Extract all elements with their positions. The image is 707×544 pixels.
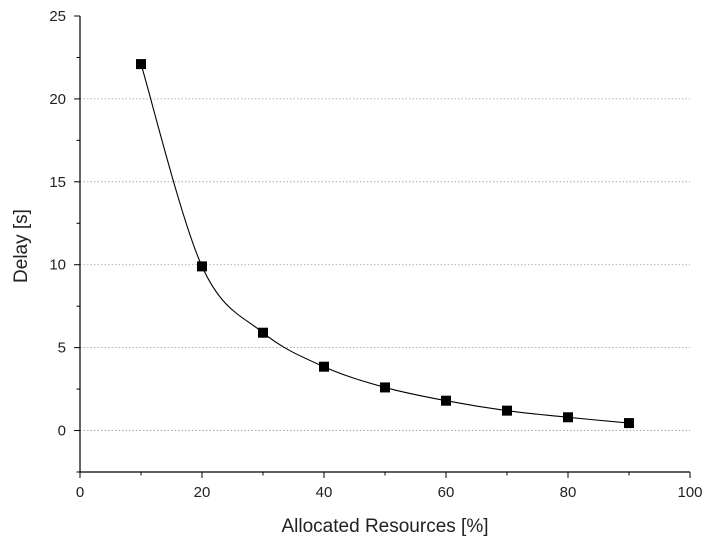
x-tick-label-40: 40 [316, 484, 333, 501]
y-tick-label-20: 20 [49, 91, 66, 108]
y-tick-label-25: 25 [49, 8, 66, 25]
tick-marks [74, 15, 691, 478]
data-point-30 [258, 327, 268, 338]
y-tick-label-10: 10 [49, 257, 66, 274]
y-tick-label-15: 15 [49, 174, 66, 191]
x-tick-label-100: 100 [677, 484, 702, 501]
data-point-60 [441, 395, 451, 406]
data-point-70 [502, 405, 512, 416]
y-tick-label-5: 5 [58, 340, 66, 357]
x-tick-labels: 0 20 40 60 80 100 [76, 484, 703, 501]
x-tick-label-80: 80 [560, 484, 577, 501]
data-point-90 [624, 418, 634, 429]
y-tick-label-0: 0 [58, 423, 66, 440]
data-point-80 [563, 412, 573, 423]
grid-lines [80, 98, 690, 431]
x-tick-label-0: 0 [76, 484, 84, 501]
fit-curve [140, 63, 630, 424]
data-points [136, 59, 634, 429]
fit-curve-layer [140, 63, 630, 424]
data-point-40 [319, 361, 329, 372]
x-axis-title: Allocated Resources [%] [282, 516, 489, 537]
data-point-10 [136, 59, 146, 70]
x-tick-label-20: 20 [194, 484, 211, 501]
x-tick-label-60: 60 [438, 484, 455, 501]
y-tick-labels: 0 5 10 15 20 25 [49, 8, 66, 440]
y-axis-title: Delay [s] [11, 209, 32, 283]
data-point-20 [197, 261, 207, 272]
data-point-50 [380, 382, 390, 393]
